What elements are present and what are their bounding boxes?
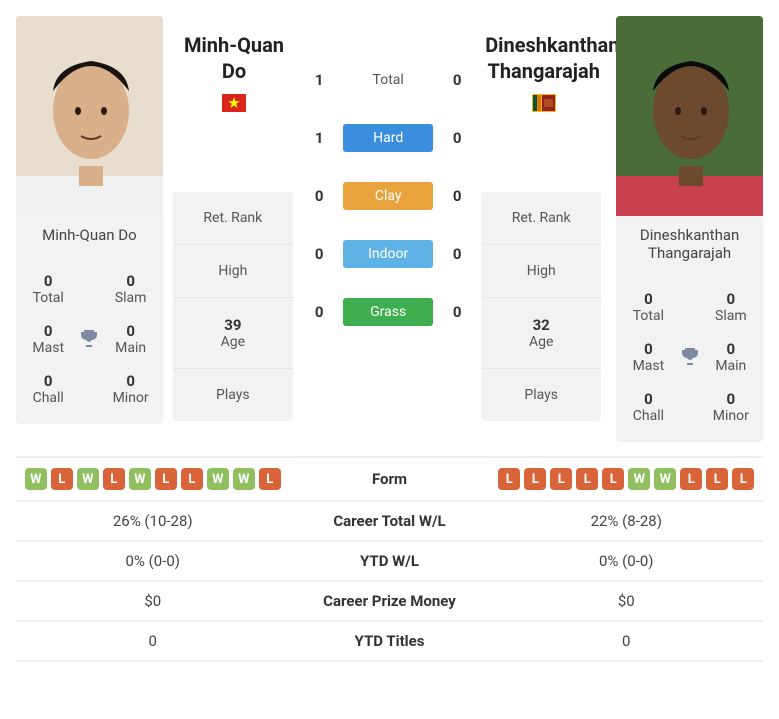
form-badge: L xyxy=(706,468,728,490)
form-badge: W xyxy=(233,468,255,490)
form-badge: L xyxy=(602,468,624,490)
form-badge: L xyxy=(259,468,281,490)
player2-name-col: Dineshkanthan Thangarajah Ret. Rank High… xyxy=(481,16,606,421)
stat-row-prize: $0 Career Prize Money $0 xyxy=(16,580,763,620)
player1-card: Minh-Quan Do 0Total 0Slam 0Mast 0Main 0C… xyxy=(16,16,163,424)
trophy-icon xyxy=(675,332,705,382)
player1-name-big: Minh-Quan Do xyxy=(173,16,295,92)
form-badge: L xyxy=(680,468,702,490)
player1-photo xyxy=(16,16,163,216)
comparison-header: Minh-Quan Do 0Total 0Slam 0Mast 0Main 0C… xyxy=(16,16,763,442)
stat-row-ytd-wl: 0% (0-0) YTD W/L 0% (0-0) xyxy=(16,540,763,580)
player1-flag-icon xyxy=(222,94,246,112)
form-badge: L xyxy=(498,468,520,490)
form-badge: L xyxy=(550,468,572,490)
form-badge: W xyxy=(129,468,151,490)
player2-name-big: Dineshkanthan Thangarajah xyxy=(481,16,606,92)
form-badge: W xyxy=(207,468,229,490)
stat-row-form: WLWLWLLWWL Form LLLLLWWLLL xyxy=(16,456,763,500)
player2-titles-grid: 0Total 0Slam 0Mast 0Main 0Chall 0Minor xyxy=(616,272,763,442)
player1-name-small: Minh-Quan Do xyxy=(16,216,163,254)
stat-row-career-wl: 26% (10-28) Career Total W/L 22% (8-28) xyxy=(16,500,763,540)
head-to-head: 1Total0 1Hard0 0Clay0 0Indoor0 0Grass0 xyxy=(305,16,471,356)
form-badge: L xyxy=(732,468,754,490)
player2-form: LLLLLWWLLL xyxy=(490,468,764,490)
player2-photo xyxy=(616,16,763,216)
stat-row-ytd-titles: 0 YTD Titles 0 xyxy=(16,620,763,662)
form-badge: L xyxy=(181,468,203,490)
player2-name-small: Dineshkanthan Thangarajah xyxy=(616,216,763,272)
form-badge: W xyxy=(654,468,676,490)
form-badge: L xyxy=(51,468,73,490)
player1-form: WLWLWLLWWL xyxy=(16,468,290,490)
stats-table: WLWLWLLWWL Form LLLLLWWLLL 26% (10-28) C… xyxy=(16,456,763,662)
player2-flag-icon xyxy=(532,94,556,112)
form-badge: L xyxy=(524,468,546,490)
form-badge: W xyxy=(628,468,650,490)
trophy-icon xyxy=(74,314,104,364)
form-badge: L xyxy=(155,468,177,490)
form-badge: W xyxy=(77,468,99,490)
player2-info: Ret. Rank High 32Age Plays xyxy=(481,192,601,421)
form-badge: L xyxy=(103,468,125,490)
form-badge: L xyxy=(576,468,598,490)
player1-titles-grid: 0Total 0Slam 0Mast 0Main 0Chall 0Minor xyxy=(16,254,163,424)
player2-card: Dineshkanthan Thangarajah 0Total 0Slam 0… xyxy=(616,16,763,442)
surface-clay-badge: Clay xyxy=(343,182,433,210)
player1-info: Ret. Rank High 39Age Plays xyxy=(173,192,293,421)
surface-grass-badge: Grass xyxy=(343,298,433,326)
surface-indoor-badge: Indoor xyxy=(343,240,433,268)
surface-hard-badge: Hard xyxy=(343,124,433,152)
player1-name-col: Minh-Quan Do Ret. Rank High 39Age Plays xyxy=(173,16,295,421)
form-badge: W xyxy=(25,468,47,490)
